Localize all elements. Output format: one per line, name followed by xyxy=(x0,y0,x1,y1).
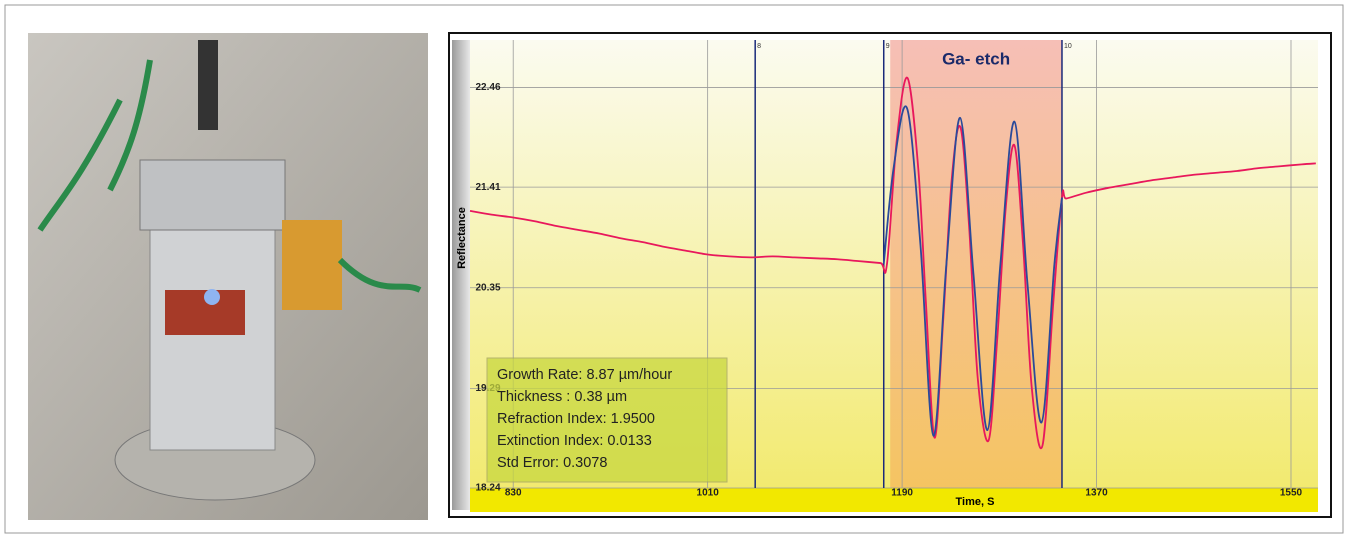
y-axis-band xyxy=(452,40,470,510)
marker-label: 8 xyxy=(757,43,761,50)
figure: Ga- etch18.2419.2920.3521.4122.468301010… xyxy=(0,0,1349,539)
info-line: Extinction Index: 0.0133 xyxy=(497,433,652,449)
y-tick-label: 18.24 xyxy=(475,483,500,494)
x-tick-label: 1190 xyxy=(891,488,913,499)
x-tick-label: 1010 xyxy=(697,488,720,499)
y-axis-label: Reflectance xyxy=(456,207,468,269)
region-label: Ga- etch xyxy=(942,49,1010,68)
info-line: Growth Rate: 8.87 µm/hour xyxy=(497,367,672,383)
x-tick-label: 830 xyxy=(505,488,522,499)
info-line: Thickness : 0.38 µm xyxy=(497,389,627,405)
info-line: Std Error: 0.3078 xyxy=(497,455,607,471)
marker-label: 9 xyxy=(886,43,890,50)
y-tick-label: 20.35 xyxy=(475,282,500,293)
x-axis-label: Time, S xyxy=(956,496,995,508)
x-tick-label: 1550 xyxy=(1280,488,1303,499)
y-tick-label: 22.46 xyxy=(475,82,500,93)
highlight-region xyxy=(890,40,1062,488)
info-line: Refraction Index: 1.9500 xyxy=(497,411,655,427)
x-tick-label: 1370 xyxy=(1085,488,1108,499)
photo xyxy=(28,33,428,520)
marker-label: 10 xyxy=(1064,43,1072,50)
y-tick-label: 21.41 xyxy=(475,182,500,193)
